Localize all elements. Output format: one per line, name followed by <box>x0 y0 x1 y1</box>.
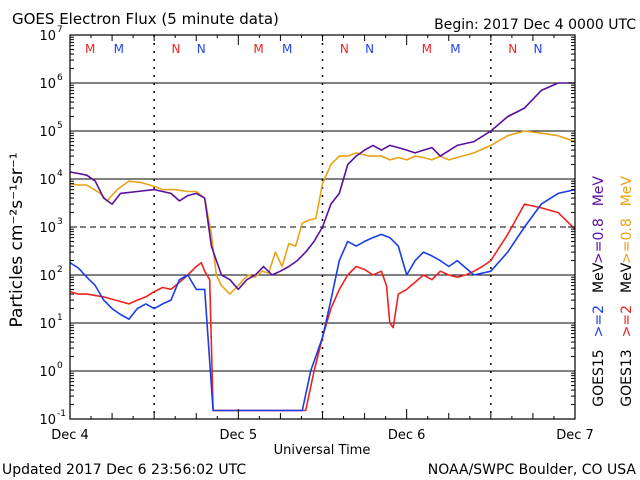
mn-marker: N <box>340 42 349 56</box>
y-tick-exponent: 4 <box>57 169 63 179</box>
x-axis-ticks: Dec 4 Dec 5 Dec 6 Dec 7 <box>51 35 594 443</box>
y-tick-label: 10 <box>39 269 56 284</box>
legend-series-label: >=0.8MeV <box>591 176 607 264</box>
series-lines <box>69 82 576 412</box>
legend-series-label: >=2MeV <box>591 262 607 337</box>
legend-series-unit: MeV <box>591 176 607 207</box>
mn-marker: N <box>172 42 181 56</box>
legend-series-unit: MeV <box>619 176 635 207</box>
x-axis-label: Universal Time <box>274 443 371 458</box>
mn-marker: N <box>197 42 206 56</box>
y-tick-label: 10 <box>39 413 56 428</box>
y-tick-label: 10 <box>39 221 56 236</box>
y-tick-exponent: 7 <box>57 25 63 35</box>
x-tick-label: Dec 7 <box>556 428 594 443</box>
legend-series-unit: MeV <box>591 262 607 293</box>
x-tick-label: Dec 5 <box>220 428 258 443</box>
footer-updated: Updated 2017 Dec 6 23:56:02 UTC <box>2 462 246 478</box>
y-tick-exponent: 6 <box>57 73 63 83</box>
series-line <box>69 203 576 412</box>
mn-marker: N <box>533 42 542 56</box>
begin-label: Begin: 2017 Dec 4 0000 UTC <box>434 17 636 33</box>
footer-source: NOAA/SWPC Boulder, CO USA <box>428 462 637 478</box>
y-tick-exponent: -1 <box>57 409 66 419</box>
x-tick-label: Dec 4 <box>51 428 89 443</box>
legend-satellite-label: GOES13 <box>619 349 635 406</box>
y-tick-exponent: 5 <box>57 121 63 131</box>
series-line <box>69 130 576 295</box>
mn-marker: M <box>253 42 263 56</box>
y-tick-label: 10 <box>39 317 56 332</box>
series-line <box>69 188 576 412</box>
y-tick-label: 10 <box>39 125 56 140</box>
y-tick-label: 10 <box>39 29 56 44</box>
y-tick-label: 10 <box>39 365 56 380</box>
legend-satellite-label: GOES15 <box>591 349 607 406</box>
y-tick-exponent: 3 <box>57 217 63 227</box>
y-axis-label: Particles cm⁻²s⁻¹sr⁻¹ <box>7 152 27 327</box>
mn-marker: M <box>282 42 292 56</box>
y-tick-label: 10 <box>39 173 56 188</box>
mn-marker: M <box>114 42 124 56</box>
series-line <box>69 82 575 291</box>
mn-marker: N <box>508 42 517 56</box>
mn-marker: M <box>85 42 95 56</box>
x-tick-label: Dec 6 <box>388 428 426 443</box>
y-tick-label: 10 <box>39 77 56 92</box>
mn-marker: M <box>422 42 432 56</box>
legend-series-label: >=0.8MeV <box>619 176 635 264</box>
y-tick-exponent: 2 <box>57 265 63 275</box>
y-tick-exponent: 0 <box>57 361 63 371</box>
legend-series-unit: MeV <box>619 262 635 293</box>
y-tick-exponent: 1 <box>57 313 63 323</box>
legend-series-label: >=2MeV <box>619 262 635 337</box>
mn-marker: M <box>450 42 460 56</box>
chart-title: GOES Electron Flux (5 minute data) <box>12 10 279 28</box>
mn-marker: N <box>365 42 374 56</box>
